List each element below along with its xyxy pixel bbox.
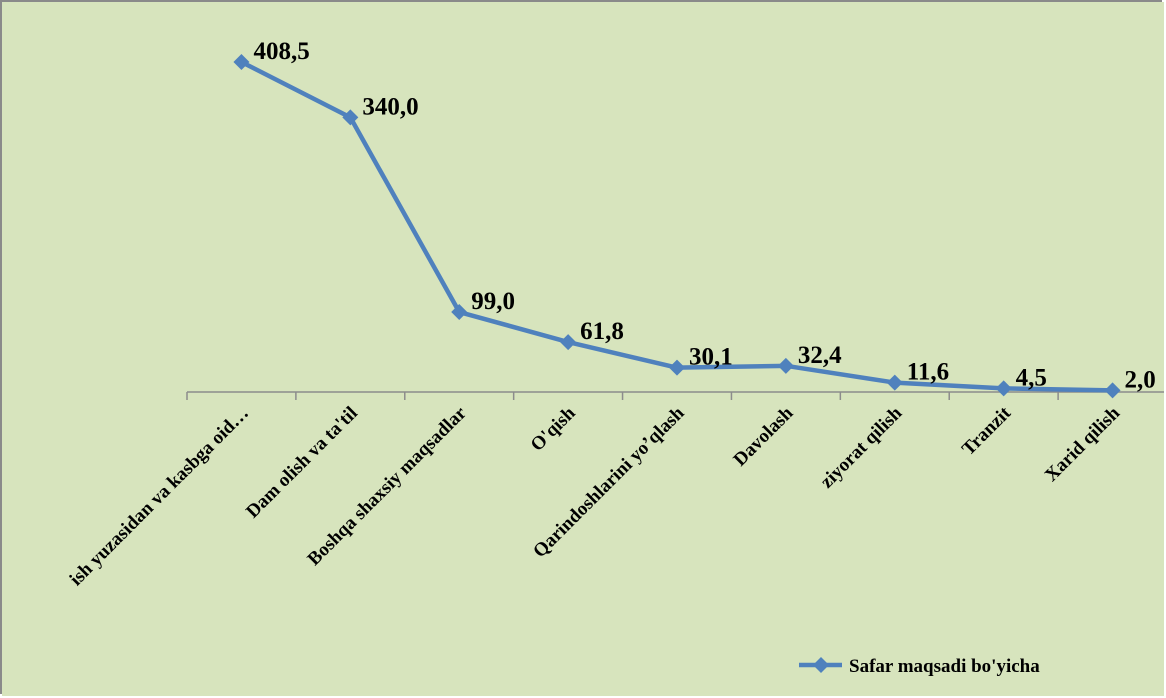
- data-label: 32,4: [798, 342, 842, 369]
- data-point-marker: [233, 54, 250, 70]
- data-point-marker: [777, 357, 794, 374]
- legend-label: Safar maqsadi bo'yicha: [849, 656, 1040, 677]
- data-label: 340,0: [362, 93, 418, 120]
- data-label: 408,5: [253, 38, 309, 65]
- data-labels: 408,5 340,0 99,0 61,8 30,1 32,4 11,6 4,5 2,0: [253, 38, 1155, 393]
- data-point-marker: [560, 334, 577, 351]
- legend-marker-icon: [813, 657, 829, 673]
- data-label: 4,5: [1016, 364, 1047, 391]
- data-point-marker: [886, 374, 903, 391]
- data-label: 99,0: [471, 288, 515, 315]
- data-point-marker: [1104, 382, 1121, 399]
- data-label: 61,8: [580, 318, 624, 345]
- data-label: 2,0: [1125, 366, 1156, 393]
- data-point-marker: [995, 380, 1012, 397]
- series-safar-maqsadi: [233, 54, 1121, 399]
- data-label: 30,1: [689, 344, 733, 371]
- data-label: 11,6: [907, 359, 949, 386]
- data-point-marker: [342, 109, 359, 126]
- data-point-marker: [451, 304, 468, 321]
- legend: Safar maqsadi bo'yicha: [799, 656, 1040, 677]
- data-point-marker: [669, 359, 685, 376]
